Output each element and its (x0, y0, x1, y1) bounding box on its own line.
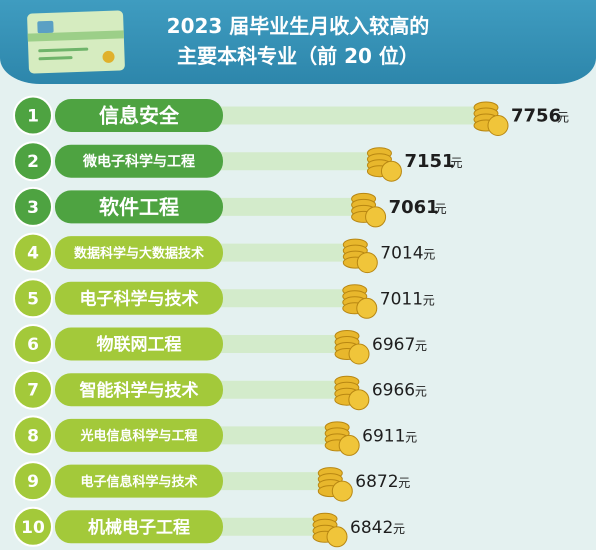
rank-badge (13, 186, 53, 227)
value-label: 7151 (404, 151, 454, 172)
bar-row: 7 智能科学与技术 6966 元 (13, 369, 427, 411)
value-label: 6911 (362, 426, 405, 446)
category-label: 电子信息科学与技术 (80, 474, 197, 490)
bar-row: 5 电子科学与技术 7011 元 (13, 278, 435, 319)
unit-label: 元 (435, 202, 447, 216)
category-pill (55, 190, 223, 224)
rank-badge (13, 461, 53, 502)
title-line-1: 2023 届毕业生月收入较高的 (166, 14, 430, 38)
rank-badge (13, 415, 53, 456)
rank-badge (13, 278, 53, 319)
bar-row: 8 光电信息科学与工程 6911 元 (13, 415, 417, 456)
value-label: 7756 (511, 106, 561, 127)
category-pill (55, 281, 223, 315)
category-pill (55, 327, 223, 361)
rank-label: 9 (27, 472, 39, 492)
bar-row: 10 机械电子工程 6842 元 (13, 506, 405, 548)
coin-stack-icon (342, 238, 378, 274)
unit-label: 元 (450, 156, 462, 170)
value-label: 7061 (389, 197, 439, 218)
rank-label: 5 (27, 289, 39, 309)
bar-row: 4 数据科学与大数据技术 7014 元 (13, 232, 435, 274)
unit-label: 元 (398, 476, 410, 490)
unit-label: 元 (415, 385, 427, 399)
coin-stack-icon (312, 512, 348, 548)
rank-badge (13, 369, 53, 410)
rank-label: 10 (21, 518, 45, 538)
category-label: 信息安全 (99, 104, 180, 128)
coin-stack-icon (334, 330, 370, 365)
value-label: 6872 (355, 472, 398, 492)
value-label: 6966 (372, 381, 415, 401)
coin-stack-icon (324, 421, 360, 456)
unit-label: 元 (405, 430, 417, 444)
coin-stack-icon (366, 147, 402, 182)
unit-label: 元 (557, 111, 569, 125)
category-label: 光电信息科学与工程 (79, 428, 197, 444)
category-label: 电子科学与技术 (80, 288, 199, 309)
rank-label: 2 (27, 152, 39, 172)
rank-badge (13, 324, 53, 364)
category-pill (55, 510, 223, 544)
category-pill (55, 236, 223, 270)
category-pill (55, 373, 223, 407)
rank-label: 6 (27, 335, 39, 355)
value-label: 6842 (350, 518, 393, 538)
title-line-2: 主要本科专业（前 20 位） (177, 44, 419, 68)
bar-row: 6 物联网工程 6967 元 (13, 324, 427, 365)
header-banner: 2023 届毕业生月收入较高的 主要本科专业（前 20 位） (0, 0, 596, 84)
rank-label: 7 (27, 381, 39, 401)
unit-label: 元 (393, 522, 405, 536)
rank-label: 1 (27, 107, 39, 127)
category-pill (55, 99, 223, 132)
rank-badge (13, 506, 53, 547)
rank-label: 8 (27, 426, 39, 446)
value-label: 6967 (372, 335, 415, 355)
category-pill (55, 418, 223, 452)
bar-row: 9 电子信息科学与技术 6872 元 (13, 461, 410, 502)
rank-badge (13, 141, 53, 182)
coin-stack-icon (334, 375, 370, 411)
rank-label: 4 (27, 244, 39, 264)
value-label: 7014 (380, 244, 423, 264)
category-label: 机械电子工程 (88, 517, 190, 538)
unit-label: 元 (423, 248, 435, 262)
coin-stack-icon (473, 101, 509, 136)
unit-label: 元 (423, 293, 435, 307)
coin-stack-icon (351, 192, 387, 228)
category-label: 智能科学与技术 (80, 380, 199, 401)
category-label: 软件工程 (99, 195, 179, 219)
value-label: 7011 (380, 289, 423, 309)
unit-label: 元 (415, 339, 427, 353)
category-pill (55, 464, 223, 498)
category-pill (55, 144, 223, 178)
rank-label: 3 (27, 198, 39, 218)
coin-stack-icon (342, 284, 378, 319)
category-label: 微电子科学与工程 (82, 153, 195, 170)
coin-stack-icon (317, 467, 353, 502)
category-label: 数据科学与大数据技术 (74, 245, 204, 261)
category-label: 物联网工程 (97, 334, 182, 355)
rank-badge (13, 232, 53, 273)
rank-badge (13, 95, 53, 136)
